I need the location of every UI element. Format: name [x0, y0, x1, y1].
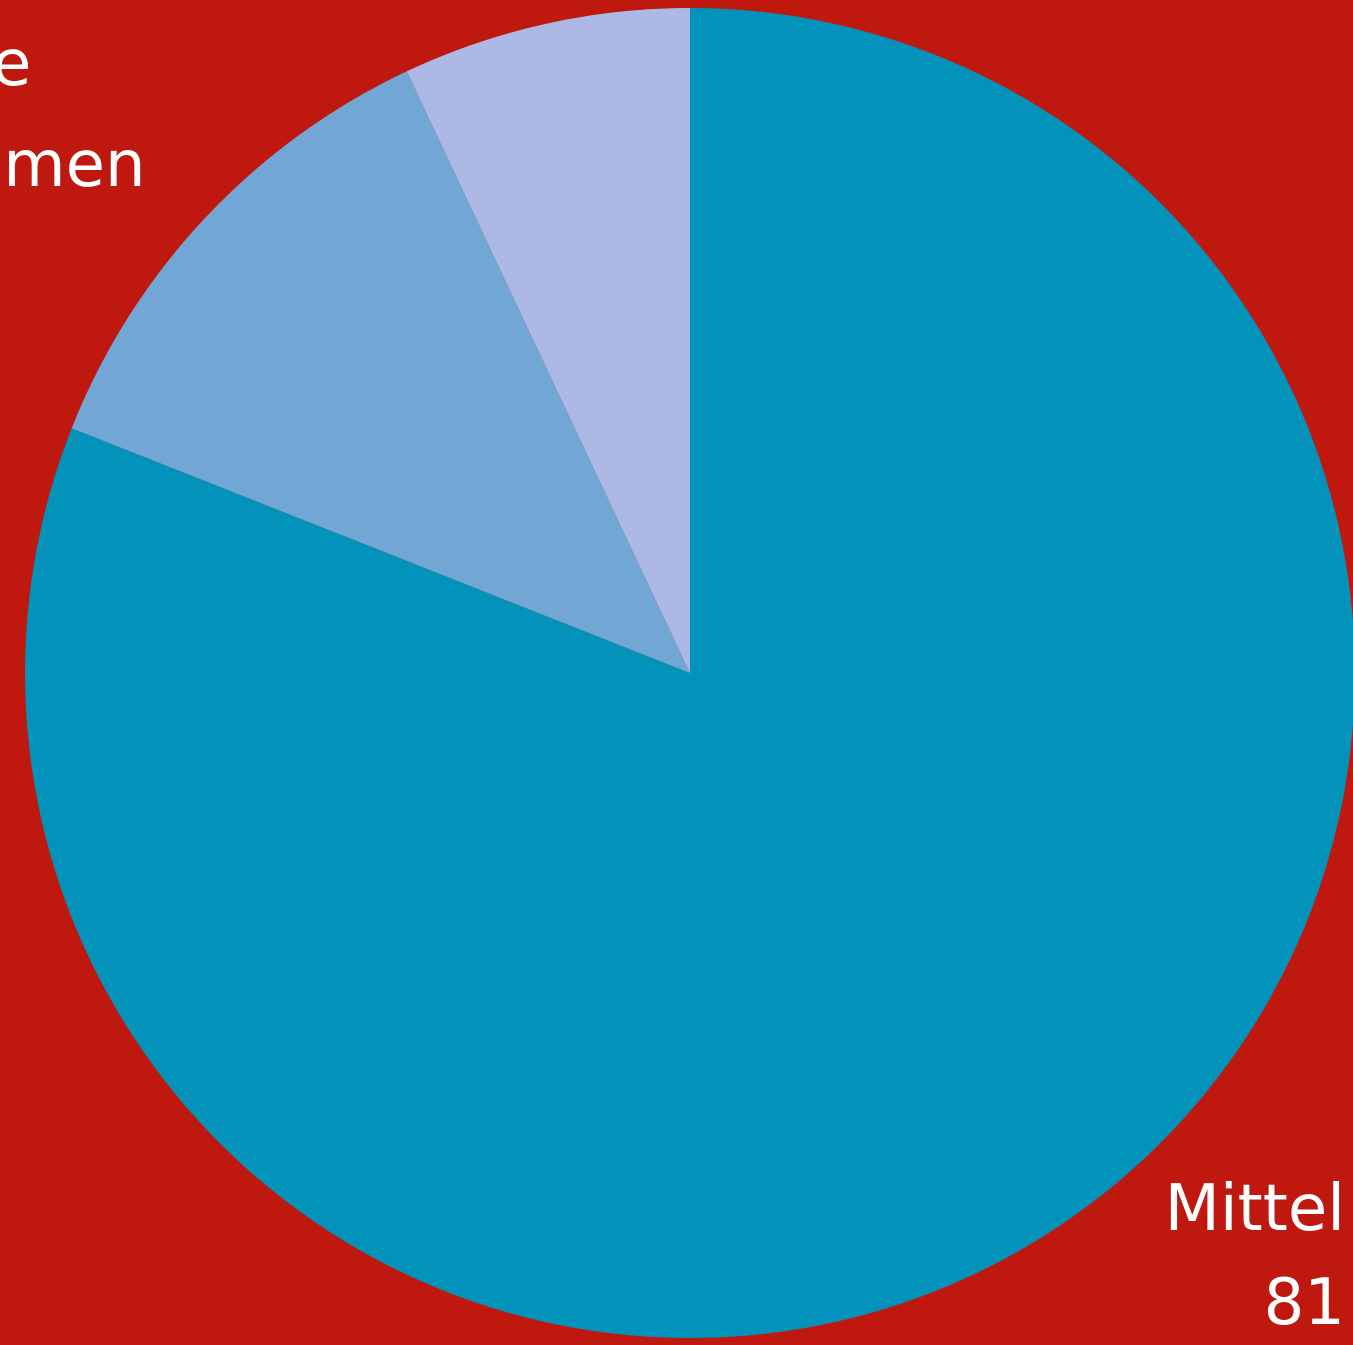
pie-slice-1 — [71, 71, 691, 673]
pie-slice-2 — [406, 8, 690, 673]
slice-label-small-line1: e — [0, 27, 31, 101]
slice-label-small-line2: amen — [0, 128, 146, 202]
pie-labels: Mittel 81 e amen — [0, 27, 1345, 1340]
pie-slices — [25, 8, 1353, 1338]
pie-slice-0 — [25, 8, 1353, 1338]
slice-label-mittel-line1: Mittel — [1165, 1172, 1345, 1246]
slice-label-mittel-line2: 81 — [1264, 1266, 1345, 1340]
